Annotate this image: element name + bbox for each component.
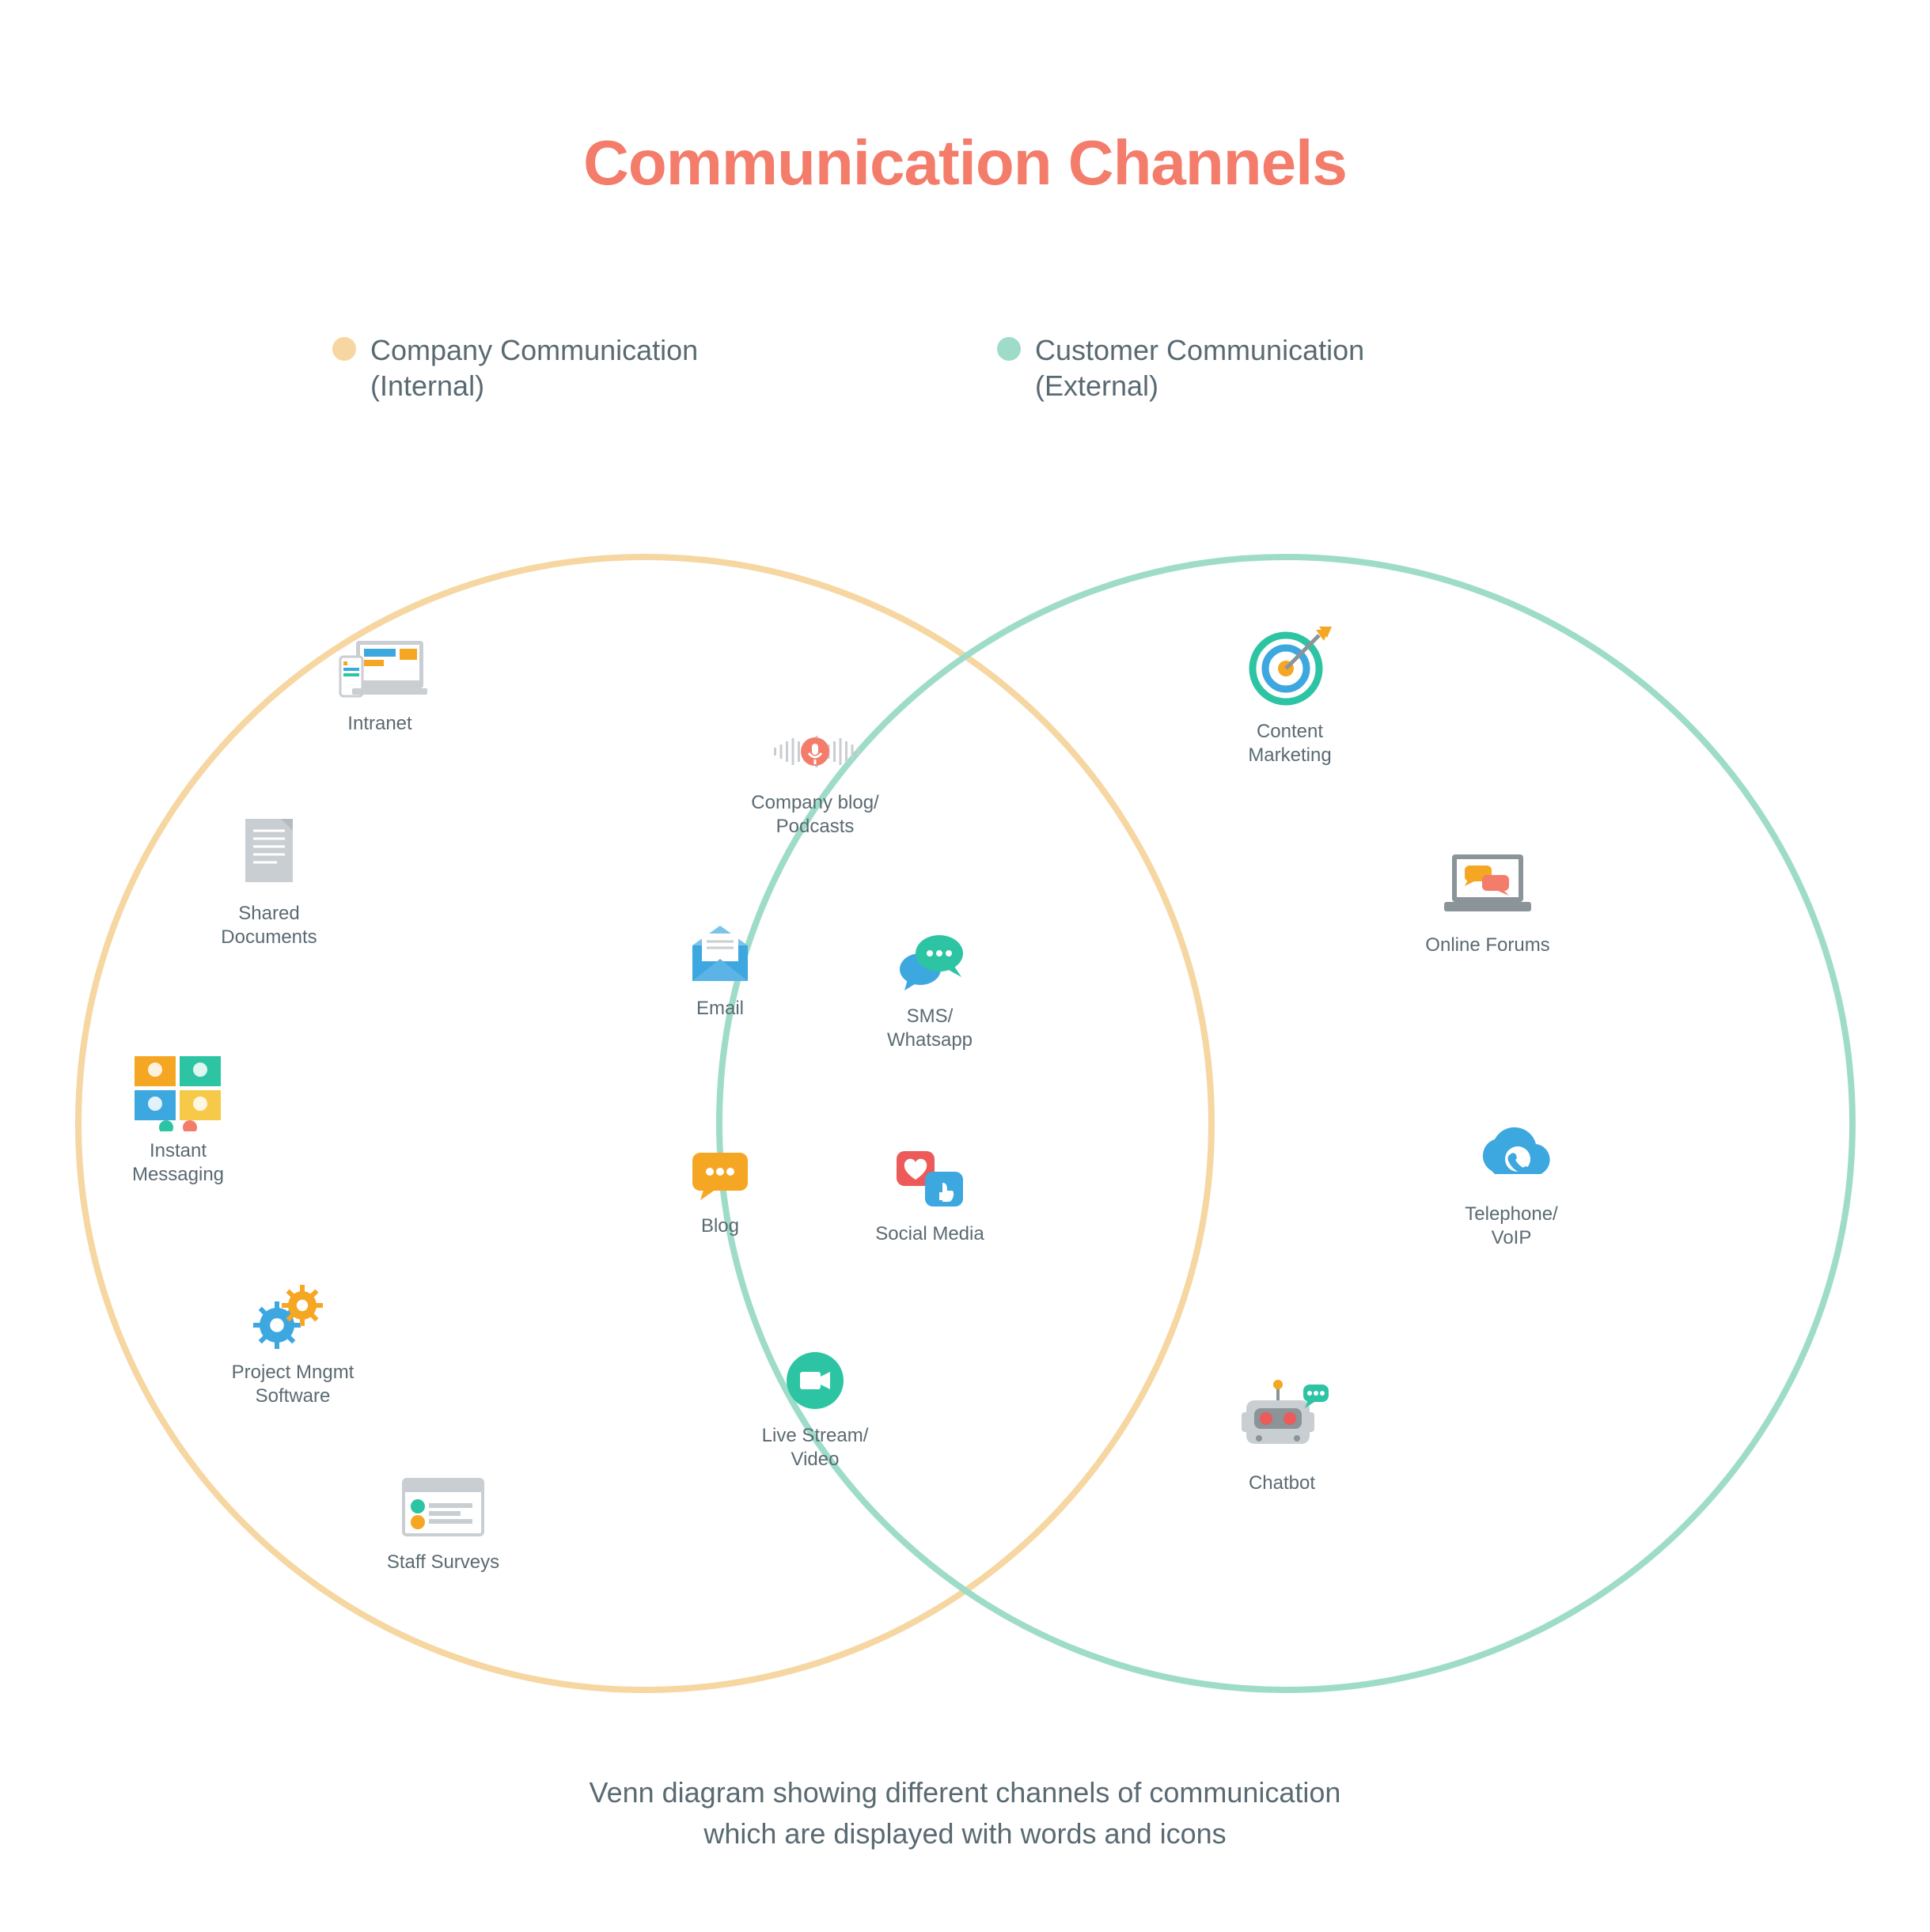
legend-external-line1: Customer Communication xyxy=(1035,334,1364,366)
item-content-marketing: ContentMarketing xyxy=(1211,625,1369,767)
item-label-email: Email xyxy=(696,997,744,1021)
item-label-chatbot: Chatbot xyxy=(1249,1472,1315,1495)
item-intranet: Intranet xyxy=(301,633,459,736)
item-telephone: Telephone/VoIP xyxy=(1432,1123,1591,1250)
item-shared-docs: SharedDocuments xyxy=(190,815,348,949)
page-title: Communication Channels xyxy=(0,127,1930,199)
chatbot-icon xyxy=(1230,1377,1333,1464)
item-blog: Blog xyxy=(641,1143,799,1238)
item-forums: Online Forums xyxy=(1409,847,1567,957)
target-icon xyxy=(1246,625,1333,712)
legend-text-external: Customer Communication (External) xyxy=(1035,332,1364,403)
email-icon xyxy=(684,918,756,989)
item-label-video: Live Stream/Video xyxy=(762,1424,869,1472)
blog-icon xyxy=(684,1143,756,1207)
item-email: Email xyxy=(641,918,799,1021)
sms-icon xyxy=(890,926,969,997)
item-instant-messaging: InstantMessaging xyxy=(99,1052,257,1187)
caption-line1: Venn diagram showing different channels … xyxy=(590,1776,1341,1809)
document-icon xyxy=(237,815,301,894)
item-label-shared-docs: SharedDocuments xyxy=(221,902,317,949)
video-grid-icon xyxy=(131,1052,226,1131)
item-video: Live Stream/Video xyxy=(736,1345,894,1472)
phone-cloud-icon xyxy=(1464,1123,1559,1195)
item-project-mgmt: Project MngmtSoftware xyxy=(214,1282,372,1408)
item-label-intranet: Intranet xyxy=(347,712,411,736)
item-label-social: Social Media xyxy=(875,1222,984,1246)
item-label-content-marketing: ContentMarketing xyxy=(1248,720,1331,767)
caption: Venn diagram showing different channels … xyxy=(0,1772,1930,1854)
legend-internal-line2: (Internal) xyxy=(370,369,484,402)
item-label-sms: SMS/Whatsapp xyxy=(887,1005,973,1052)
social-icon xyxy=(890,1143,969,1214)
caption-line2: which are displayed with words and icons xyxy=(703,1817,1226,1850)
item-label-staff-surveys: Staff Surveys xyxy=(387,1551,499,1574)
item-label-instant-messaging: InstantMessaging xyxy=(132,1139,224,1187)
legend-dot-internal xyxy=(332,337,356,361)
legend-dot-external xyxy=(997,337,1021,361)
item-staff-surveys: Staff Surveys xyxy=(364,1472,522,1574)
podcast-icon xyxy=(768,712,863,783)
item-podcasts: Company blog/Podcasts xyxy=(736,712,894,839)
gears-icon xyxy=(253,1282,332,1353)
item-label-telephone: Telephone/VoIP xyxy=(1465,1203,1557,1250)
item-label-forums: Online Forums xyxy=(1425,934,1549,957)
legend-internal-line1: Company Communication xyxy=(370,334,698,366)
item-sms: SMS/Whatsapp xyxy=(851,926,1009,1052)
item-chatbot: Chatbot xyxy=(1203,1377,1361,1495)
video-icon xyxy=(779,1345,851,1416)
survey-icon xyxy=(396,1472,491,1543)
item-social: Social Media xyxy=(851,1143,1009,1246)
item-label-podcasts: Company blog/Podcasts xyxy=(751,791,878,839)
item-label-blog: Blog xyxy=(701,1214,739,1238)
legend-internal: Company Communication (Internal) xyxy=(332,332,698,403)
intranet-icon xyxy=(332,633,427,704)
legend-text-internal: Company Communication (Internal) xyxy=(370,332,698,403)
item-label-project-mgmt: Project MngmtSoftware xyxy=(232,1361,355,1408)
legend-external-line2: (External) xyxy=(1035,369,1158,402)
laptop-icon xyxy=(1436,847,1539,926)
legend-external: Customer Communication (External) xyxy=(997,332,1364,403)
